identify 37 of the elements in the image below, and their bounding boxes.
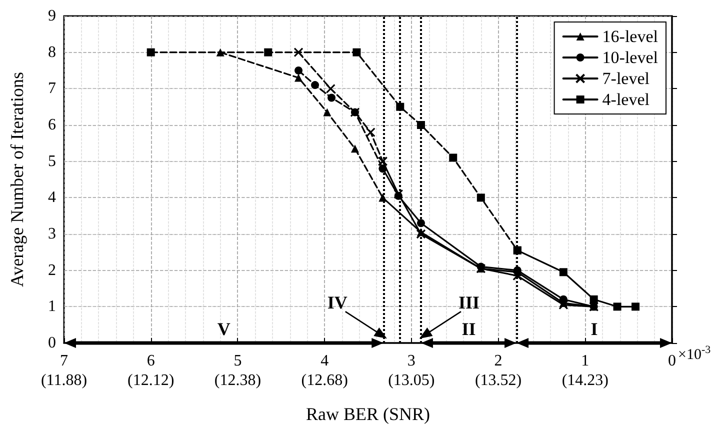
text: (13.52) xyxy=(474,372,522,389)
x-tick-label: 0 xyxy=(668,352,676,370)
x-tick-label: 5 xyxy=(234,352,242,370)
y-tick-label: 9 xyxy=(48,8,56,24)
text: (12.68) xyxy=(301,372,348,389)
legend-label: 16-level xyxy=(602,27,658,46)
y-tick-label: 3 xyxy=(48,226,56,242)
y-axis-title: Average Number of Iterations xyxy=(7,72,27,288)
text: (13.05) xyxy=(388,372,435,389)
annotation: III xyxy=(458,292,480,313)
y-tick-label: 2 xyxy=(48,262,56,279)
text: (12.12) xyxy=(128,372,174,389)
y-tick-label: 5 xyxy=(48,152,56,170)
y-tick-label: 7 xyxy=(48,80,56,98)
y-tick-label: 6 xyxy=(48,116,56,134)
x-tick-label: 1 xyxy=(581,352,590,370)
legend-label: 4-level xyxy=(602,90,650,109)
text: (14.23) xyxy=(562,372,608,389)
x-tick-label: 3 xyxy=(407,352,416,370)
x-tick-label: 6 xyxy=(146,352,155,370)
annotation: I xyxy=(590,319,598,339)
text: ×10$^{-3}$ xyxy=(678,344,712,363)
legend-label: 7-level xyxy=(602,69,650,88)
x-axis-title: Raw BER (SNR) xyxy=(306,404,430,424)
annotation: V xyxy=(217,319,230,339)
annotation: II xyxy=(462,319,476,339)
x-tick-label: 4 xyxy=(320,352,329,370)
y-tick-label: 4 xyxy=(48,189,56,206)
annotation: IV xyxy=(327,292,348,313)
y-tick-label: 8 xyxy=(48,44,56,61)
x-tick-label: 7 xyxy=(60,352,68,370)
x-tick-label: 2 xyxy=(494,352,502,370)
text: (11.88) xyxy=(40,372,88,389)
text: (12.38) xyxy=(214,372,262,389)
legend-label: 10-level xyxy=(602,48,658,67)
y-tick-label: 0 xyxy=(48,334,56,352)
y-tick-label: 1 xyxy=(48,298,56,316)
